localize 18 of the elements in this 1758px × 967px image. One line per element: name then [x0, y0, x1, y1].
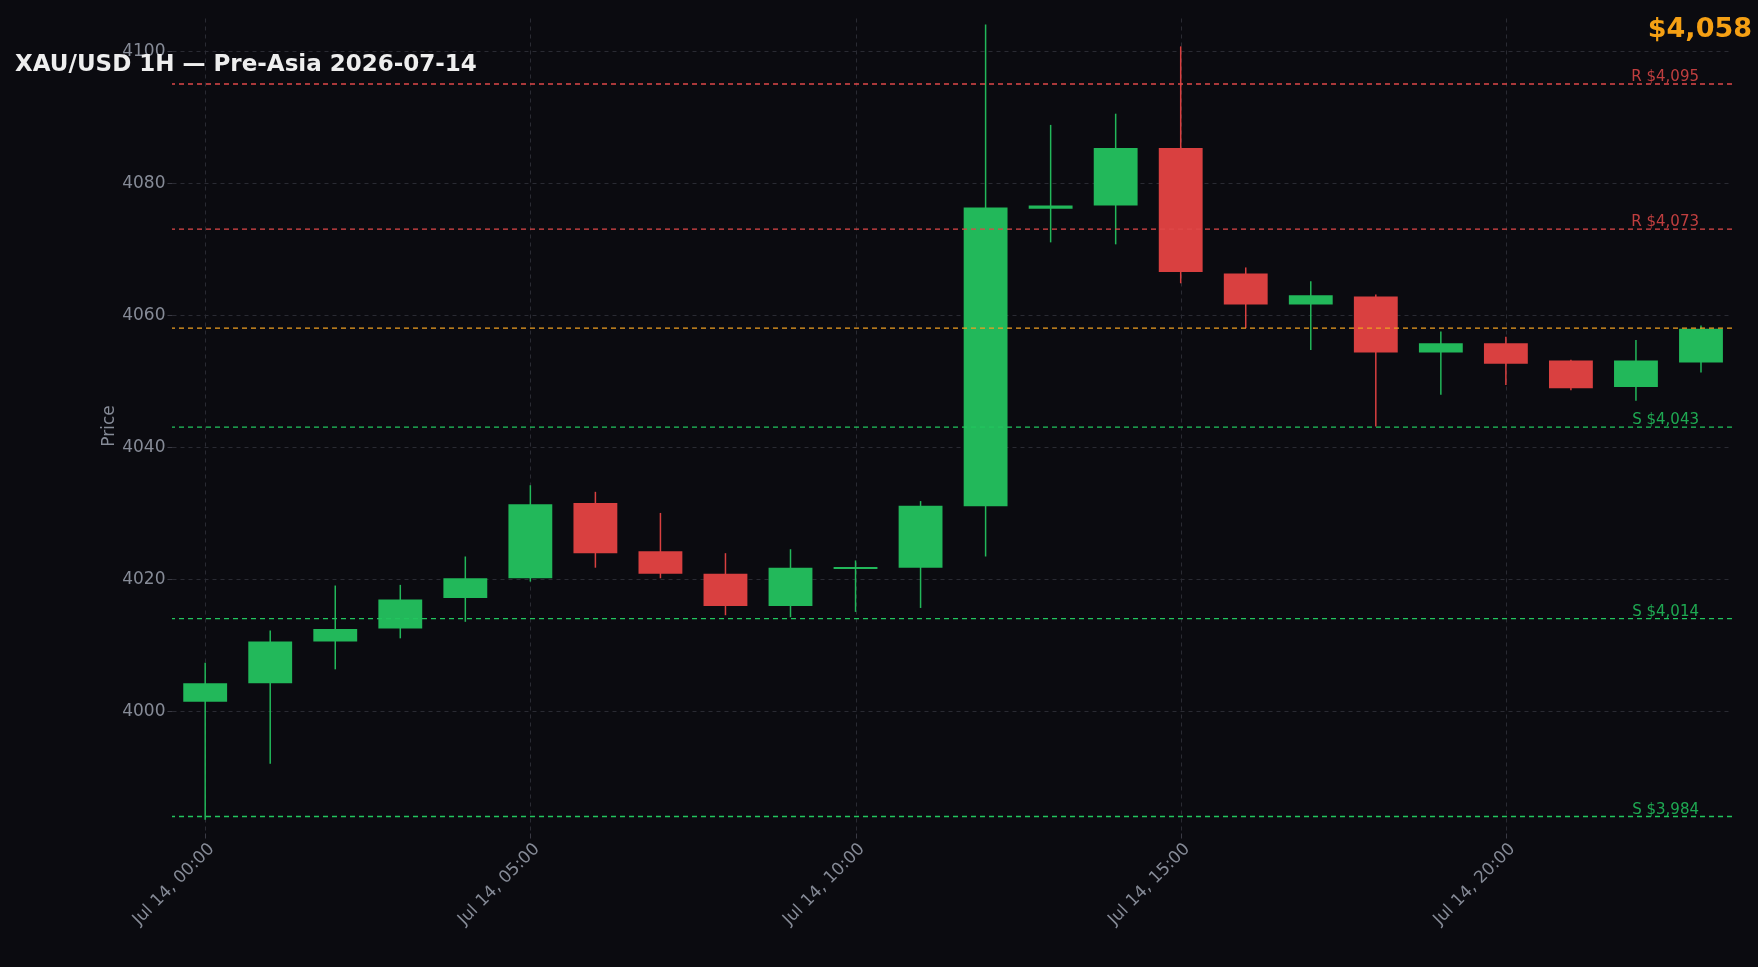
ref-line-label: S $4,043 — [1632, 410, 1699, 429]
y-tick-label: 4020 — [122, 568, 166, 589]
y-axis-title: Price — [98, 405, 119, 447]
candlestick — [183, 661, 228, 821]
y-tick-label: 4040 — [122, 436, 166, 457]
candlestick — [1418, 330, 1463, 396]
y-tick-label: 4000 — [122, 700, 166, 721]
candlestick — [833, 559, 878, 613]
ref-line-label: S $4,014 — [1632, 601, 1699, 620]
ref-line-label: R $4,095 — [1631, 66, 1699, 85]
candlestick — [1028, 124, 1073, 244]
annotation: $4,058 — [1647, 12, 1752, 43]
y-tick-label: 4080 — [122, 172, 166, 193]
y-tick-label: 4060 — [122, 304, 166, 325]
candlestick — [313, 584, 358, 671]
ref-line-label: S $3,984 — [1632, 799, 1699, 818]
ref-line-label: R $4,073 — [1631, 212, 1699, 231]
candlestick — [1288, 280, 1333, 351]
